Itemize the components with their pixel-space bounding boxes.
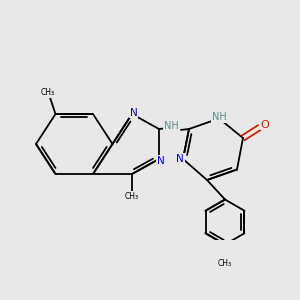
Text: N: N — [176, 154, 184, 164]
Text: NH: NH — [164, 121, 178, 131]
Text: NH: NH — [212, 112, 226, 122]
Text: N: N — [130, 107, 137, 118]
Text: CH₃: CH₃ — [218, 260, 232, 268]
Text: N: N — [157, 155, 164, 166]
Text: O: O — [260, 119, 269, 130]
Text: CH₃: CH₃ — [41, 88, 55, 97]
Text: CH₃: CH₃ — [125, 192, 139, 201]
